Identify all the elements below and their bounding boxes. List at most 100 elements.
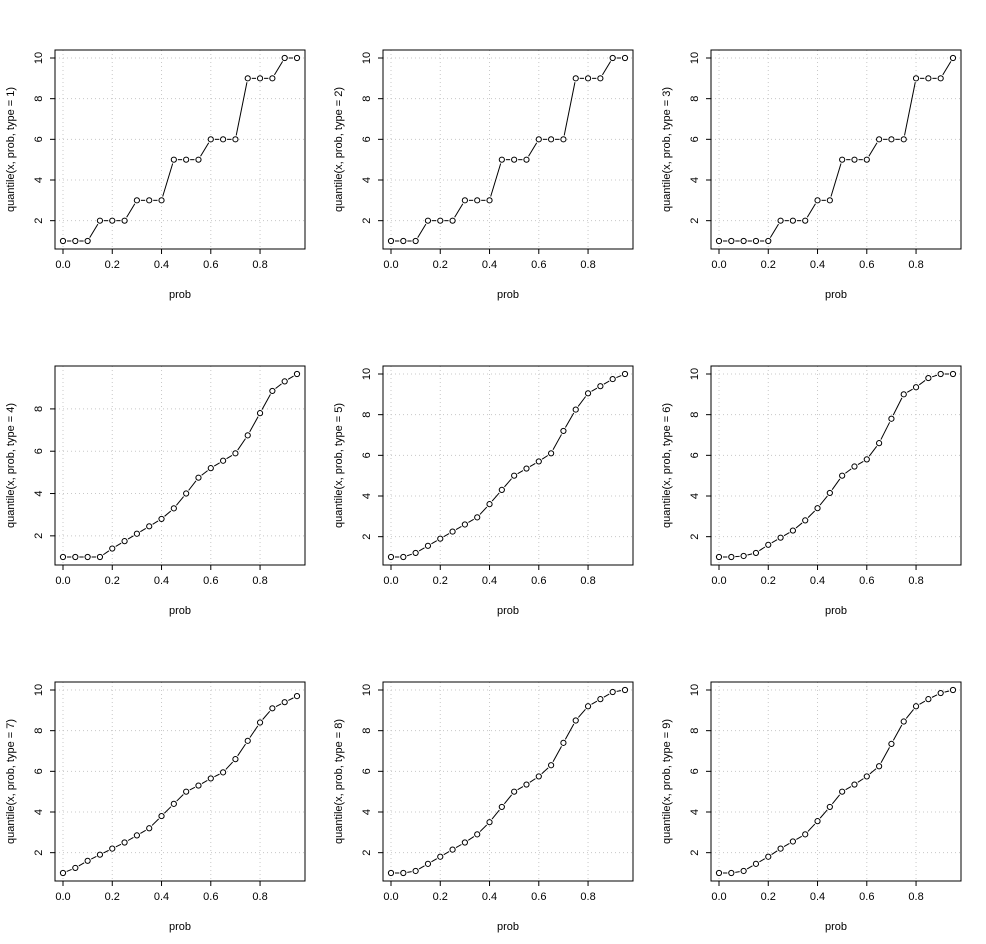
series-segment bbox=[235, 82, 248, 136]
data-point bbox=[195, 474, 202, 481]
data-point bbox=[96, 553, 104, 561]
data-point bbox=[876, 763, 883, 770]
plot-frame bbox=[54, 365, 306, 566]
x-tick-label: 0.6 bbox=[203, 575, 218, 587]
series-segment bbox=[479, 824, 488, 832]
data-point bbox=[412, 237, 419, 245]
data-point bbox=[925, 75, 932, 82]
data-point bbox=[777, 217, 784, 224]
data-point bbox=[232, 756, 239, 763]
data-point bbox=[728, 553, 735, 561]
series-segment bbox=[249, 416, 259, 433]
x-tick-label: 0.4 bbox=[482, 575, 497, 587]
x-axis-title: prob bbox=[825, 605, 847, 617]
x-tick-label: 0.4 bbox=[154, 891, 169, 903]
data-point bbox=[170, 505, 177, 512]
series-segment bbox=[225, 761, 234, 770]
data-point bbox=[511, 156, 518, 163]
x-axis-title: prob bbox=[497, 605, 519, 617]
series-segment bbox=[189, 786, 196, 791]
y-tick-label: 10 bbox=[33, 684, 45, 696]
data-point bbox=[535, 773, 542, 780]
x-axis-title: prob bbox=[169, 289, 191, 301]
data-point bbox=[609, 688, 616, 696]
data-point bbox=[183, 156, 190, 163]
y-axis-title: quantile(x, prob, type = 1) bbox=[5, 87, 17, 212]
series-segment bbox=[249, 725, 259, 738]
data-point bbox=[133, 197, 140, 204]
y-tick-label: 2 bbox=[361, 218, 373, 224]
series-segment bbox=[417, 223, 427, 238]
series-segment bbox=[944, 690, 950, 693]
x-tick-label: 0.0 bbox=[383, 575, 398, 587]
x-tick-label: 0.8 bbox=[252, 575, 267, 587]
data-point bbox=[183, 490, 190, 497]
series-segment bbox=[262, 710, 271, 720]
data-point bbox=[96, 851, 104, 858]
series-segment bbox=[115, 542, 122, 547]
data-point bbox=[826, 197, 833, 204]
series-segment bbox=[783, 843, 790, 848]
series-segment bbox=[931, 694, 938, 698]
data-point bbox=[437, 535, 444, 542]
series-segment bbox=[407, 871, 412, 873]
data-point bbox=[269, 387, 276, 395]
data-point bbox=[548, 136, 555, 143]
series-segment bbox=[747, 553, 753, 556]
data-point bbox=[863, 456, 870, 463]
series-segment bbox=[103, 849, 109, 854]
plot-frame bbox=[382, 365, 634, 566]
y-tick-label: 8 bbox=[689, 728, 701, 734]
data-point bbox=[548, 762, 555, 769]
data-point bbox=[244, 432, 251, 439]
series-segment bbox=[869, 768, 877, 775]
data-point bbox=[900, 718, 907, 725]
y-tick-label: 4 bbox=[689, 177, 701, 183]
x-tick-label: 0.2 bbox=[105, 259, 120, 271]
plot-frame bbox=[710, 365, 962, 566]
data-point bbox=[900, 391, 907, 398]
y-tick-label: 2 bbox=[361, 850, 373, 856]
x-tick-label: 0.0 bbox=[55, 575, 70, 587]
y-tick-label: 4 bbox=[689, 493, 701, 499]
y-tick-label: 2 bbox=[361, 534, 373, 540]
series-segment bbox=[541, 767, 549, 775]
data-point bbox=[584, 390, 592, 397]
data-point bbox=[535, 458, 542, 465]
data-point bbox=[888, 740, 895, 747]
data-point bbox=[256, 410, 264, 417]
data-point bbox=[486, 501, 493, 508]
data-point bbox=[387, 237, 395, 245]
series-segment bbox=[443, 851, 450, 856]
data-point bbox=[96, 217, 104, 224]
data-point bbox=[937, 75, 944, 82]
data-point bbox=[146, 523, 153, 530]
y-axis-title: quantile(x, prob, type = 4) bbox=[5, 403, 17, 528]
series-segment bbox=[90, 856, 97, 860]
data-point bbox=[170, 800, 177, 807]
series-segment bbox=[164, 510, 172, 517]
data-point bbox=[281, 54, 288, 62]
data-point bbox=[728, 869, 735, 877]
data-point bbox=[281, 378, 288, 385]
series-segment bbox=[275, 703, 282, 707]
data-point bbox=[876, 440, 883, 447]
data-point bbox=[412, 867, 419, 875]
x-tick-label: 0.0 bbox=[383, 259, 398, 271]
y-tick-label: 2 bbox=[689, 218, 701, 224]
data-point bbox=[802, 517, 809, 524]
data-point bbox=[912, 703, 920, 710]
data-point bbox=[244, 737, 251, 744]
series-segment bbox=[563, 82, 576, 136]
series-segment bbox=[274, 61, 284, 76]
series-segment bbox=[932, 374, 938, 378]
data-point bbox=[220, 769, 227, 776]
series-segment bbox=[904, 82, 916, 136]
data-point bbox=[207, 465, 214, 472]
x-tick-label: 0.6 bbox=[859, 259, 874, 271]
data-point bbox=[133, 530, 140, 537]
data-point bbox=[72, 237, 79, 245]
x-tick-label: 0.6 bbox=[531, 259, 546, 271]
data-point bbox=[424, 217, 432, 224]
data-point bbox=[84, 857, 91, 864]
